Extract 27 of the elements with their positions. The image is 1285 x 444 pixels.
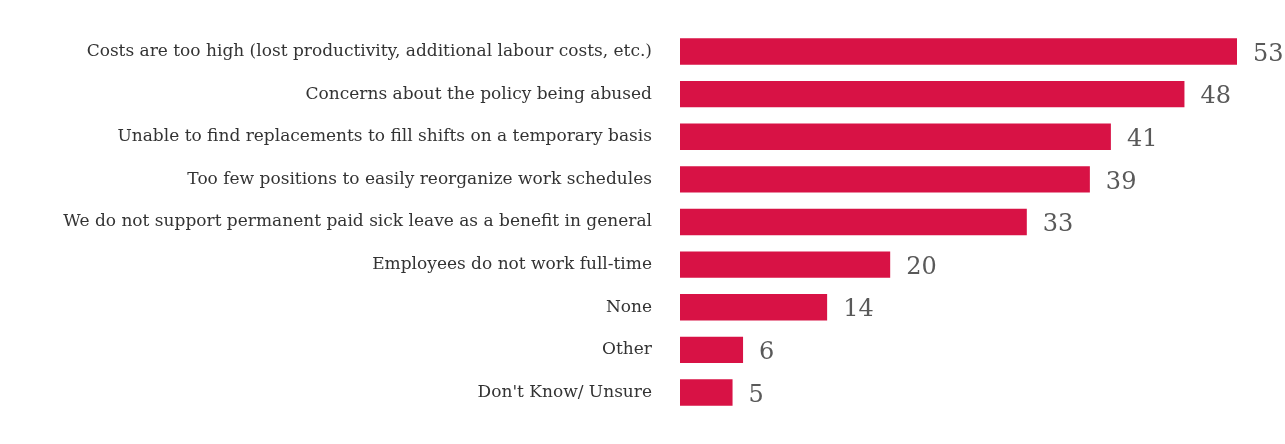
data-label: 33 [1042,209,1074,238]
data-label: 5 [748,379,764,408]
data-label: 41 [1126,123,1158,152]
bar [680,251,891,278]
data-label: 14 [843,294,874,323]
bar [680,208,1027,236]
y-tick-label: Other [602,338,653,359]
bar [680,38,1237,65]
y-tick-label: Employees do not work full-time [372,253,652,274]
y-tick-label: Don't Know/ Unsure [477,380,652,401]
bar [680,80,1185,108]
data-label: 6 [759,337,775,366]
y-tick-label: Concerns about the policy being abused [305,82,653,103]
y-tick-label: We do not support permanent paid sick leave as a benefit in general [63,210,652,231]
bar [680,336,744,364]
data-label: 20 [906,251,937,280]
data-label: 53 [1253,38,1284,67]
y-tick-label: Too few positions to easily reorganize work schedules [187,167,652,188]
y-tick-label: Costs are too high (lost productivity, additional labour costs, etc.) [86,39,652,60]
bar [680,379,733,406]
bar [680,294,828,321]
bar [680,166,1090,193]
bar [680,123,1111,150]
y-tick-label: Unable to find replacements to fill shifts on a temporary basis [117,125,652,146]
data-label: 39 [1105,166,1137,195]
y-tick-label: None [605,295,652,316]
data-label: 48 [1200,81,1231,110]
